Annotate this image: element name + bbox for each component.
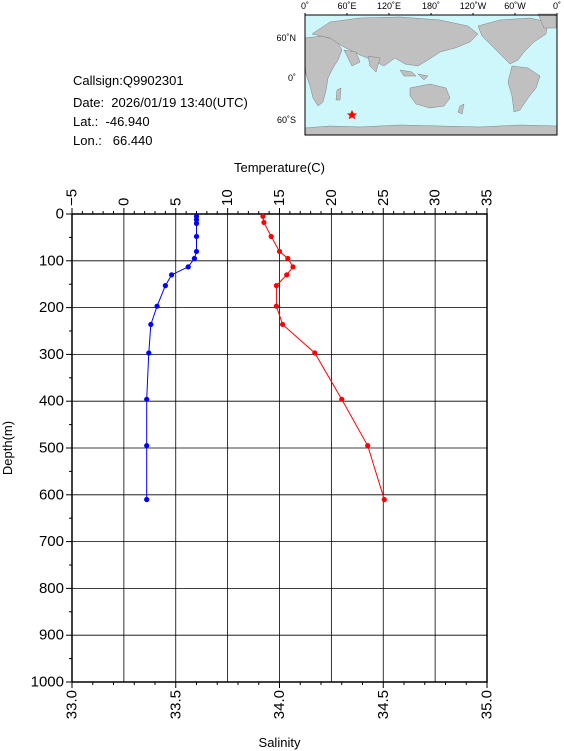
salinity-data-point xyxy=(146,350,152,356)
depth-tick-label: 700 xyxy=(39,533,64,550)
salinity-tick-label: 34.0 xyxy=(271,690,288,719)
temperature-tick-label: 10 xyxy=(219,189,236,206)
salinity-data-point xyxy=(144,443,150,449)
depth-tick-label: 100 xyxy=(39,252,64,269)
temperature-tick-label: 25 xyxy=(375,189,392,206)
date-text: Date: 2026/01/19 13:40(UTC) xyxy=(73,95,248,110)
map-lon-tick-label: 0˚ xyxy=(553,1,561,11)
depth-tick-label: 400 xyxy=(39,393,64,410)
salinity-data-point xyxy=(193,220,200,226)
temperature-data-point xyxy=(284,272,290,278)
salinity-tick-label: 33.5 xyxy=(167,690,184,719)
salinity-data-point xyxy=(193,233,200,240)
map-lat-tick-label: 0˚ xyxy=(288,73,296,83)
location-map: 0˚ 60˚E 120˚E 180˚ 120˚W 60˚W 0˚ 60˚N 0˚ 60˚S xyxy=(276,1,561,136)
temperature-axis-title: Temperature(C) xyxy=(234,160,325,175)
map-lat-tick-label: 60˚N xyxy=(276,33,296,43)
salinity-tick-label: 34.5 xyxy=(375,690,392,719)
temperature-tick-label: 35 xyxy=(479,189,496,206)
temperature-data-point xyxy=(273,283,279,289)
map-lat-tick-label: 60˚S xyxy=(277,115,296,125)
map-land xyxy=(304,13,558,136)
temperature-tick-label: 30 xyxy=(427,189,444,206)
depth-tick-label: 900 xyxy=(39,627,64,644)
temperature-tick-label: 15 xyxy=(271,189,288,206)
map-lon-tick-label: 180˚ xyxy=(422,1,440,11)
salinity-tick-label: 35.0 xyxy=(479,690,496,719)
salinity-data-point xyxy=(144,396,150,402)
salinity-data-point xyxy=(193,217,200,223)
depth-tick-label: 0 xyxy=(56,206,64,223)
salinity-data-point xyxy=(148,321,154,328)
temperature-data-point xyxy=(339,396,345,402)
map-lon-tick-label: 0˚ xyxy=(301,1,309,11)
salinity-axis-title: Salinity xyxy=(259,735,301,750)
depth-tick-label: 600 xyxy=(39,486,64,503)
salinity-data-point xyxy=(185,264,191,270)
latitude-text: Lat.: -46.940 xyxy=(73,114,150,129)
salinity-data-point xyxy=(169,272,175,278)
salinity-data-point xyxy=(162,283,168,289)
salinity-data-point xyxy=(154,303,160,309)
temperature-tick-label: 0 xyxy=(115,198,132,206)
temperature-tick-label: −5 xyxy=(64,189,81,206)
depth-tick-label: 500 xyxy=(39,440,64,457)
longitude-text: Lon.: 66.440 xyxy=(73,133,153,148)
salinity-data-point xyxy=(193,248,200,255)
map-lon-tick-label: 120˚W xyxy=(460,1,487,11)
depth-tick-label: 200 xyxy=(39,299,64,316)
temperature-data-point xyxy=(261,219,267,226)
depth-tick-label: 800 xyxy=(39,580,64,597)
depth-tick-label: 1000 xyxy=(31,674,64,691)
temperature-data-point xyxy=(312,350,318,356)
temperature-tick-label: 20 xyxy=(323,189,340,206)
temperature-data-point xyxy=(381,496,387,503)
salinity-data-point xyxy=(144,496,150,503)
temperature-data-point xyxy=(276,248,283,255)
temperature-data-point xyxy=(273,303,279,309)
temperature-data-point xyxy=(268,233,274,240)
map-lon-tick-label: 60˚W xyxy=(504,1,526,11)
map-lon-tick-label: 60˚E xyxy=(337,1,356,11)
depth-axis-title: Depth(m) xyxy=(0,421,15,475)
star-marker xyxy=(346,110,358,120)
temperature-tick-label: 5 xyxy=(167,198,184,206)
salinity-profile-line xyxy=(146,216,197,500)
salinity-tick-label: 33.0 xyxy=(64,690,81,719)
callsign-text: Callsign:Q9902301 xyxy=(73,73,184,88)
temperature-data-point xyxy=(260,213,266,219)
temperature-data-point xyxy=(285,255,291,262)
temperature-data-point xyxy=(290,264,296,270)
map-lon-tick-label: 120˚E xyxy=(377,1,401,11)
salinity-data-point xyxy=(191,255,198,262)
depth-tick-label: 300 xyxy=(39,346,64,363)
temperature-data-point xyxy=(280,321,286,328)
temperature-profile-line xyxy=(262,216,385,500)
temperature-data-point xyxy=(365,443,371,449)
